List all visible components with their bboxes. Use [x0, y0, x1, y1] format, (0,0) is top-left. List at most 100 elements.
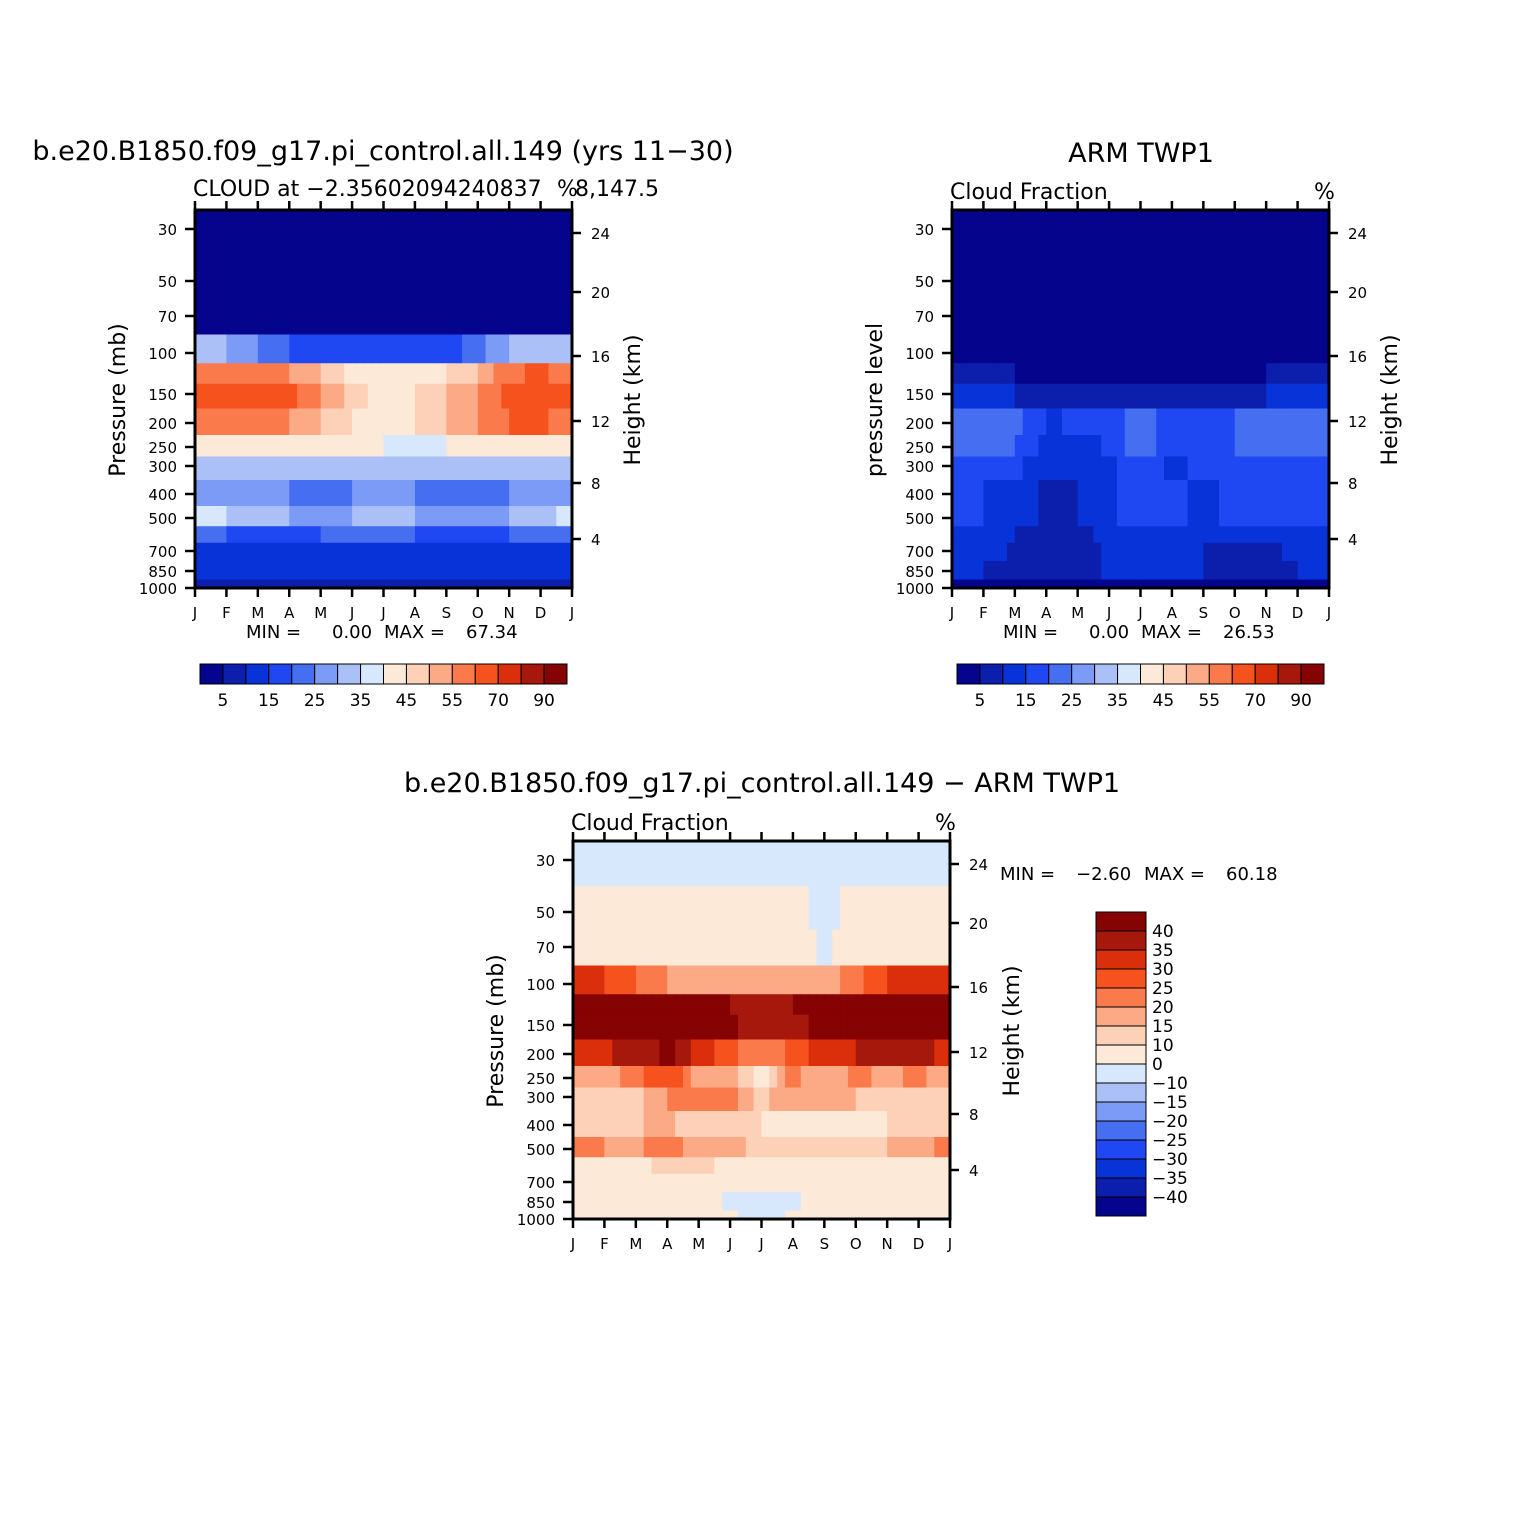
contour-cell: [383, 334, 392, 364]
contour-cell: [304, 210, 314, 256]
contour-cell: [580, 1137, 590, 1158]
contour-cell: [690, 1173, 700, 1193]
contour-cell: [604, 1210, 613, 1220]
y-tick-label-right: 16: [1348, 348, 1367, 366]
contour-cell: [1054, 334, 1063, 364]
contour-cell: [501, 561, 510, 581]
contour-cell: [698, 965, 708, 995]
contour-cell: [430, 579, 440, 589]
contour-cell: [257, 542, 267, 562]
contour-cell: [289, 506, 298, 527]
contour-cell: [485, 383, 495, 410]
contour-cell: [651, 1157, 660, 1175]
contour-cell: [273, 435, 282, 458]
contour-cell: [414, 363, 424, 385]
contour-cell: [627, 1137, 637, 1158]
contour-cell: [249, 298, 259, 336]
contour-cell: [304, 383, 314, 410]
contour-cell: [1281, 480, 1291, 507]
contour-cell: [643, 1173, 653, 1193]
contour-cell: [469, 255, 479, 300]
contour-cell: [1211, 506, 1220, 527]
contour-cell: [682, 886, 692, 931]
contour-cell: [1038, 210, 1047, 256]
contour-cell: [753, 1014, 763, 1041]
contour-cell: [257, 435, 267, 458]
contour-cell: [643, 965, 653, 995]
contour-cell: [1014, 506, 1024, 527]
contour-cell: [777, 1066, 786, 1089]
contour-cell: [1046, 579, 1055, 589]
contour-cell: [690, 1192, 700, 1212]
contour-cell: [1061, 383, 1071, 410]
x-tick-label: N: [504, 604, 515, 622]
contour-cell: [1156, 526, 1165, 544]
contour-cell: [1211, 561, 1220, 581]
contour-cell: [1242, 506, 1252, 527]
contour-cell: [281, 334, 290, 364]
contour-cell: [1156, 298, 1165, 336]
y-tick-label-right: 12: [591, 413, 610, 431]
contour-cell: [375, 408, 385, 436]
contour-cell: [1030, 456, 1039, 481]
colorbar-box: [1162, 663, 1187, 685]
contour-cell: [1250, 298, 1259, 336]
contour-cell: [1124, 506, 1134, 527]
contour-cell: [737, 1157, 747, 1175]
contour-cell: [722, 886, 731, 931]
contour-cell: [1022, 456, 1032, 481]
contour-cell: [887, 1039, 896, 1067]
contour-cell: [1203, 526, 1212, 544]
contour-cell: [1038, 435, 1047, 458]
contour-cell: [832, 1014, 841, 1041]
contour-cell: [234, 255, 243, 300]
contour-cell: [1085, 542, 1094, 562]
contour-cell: [210, 334, 220, 364]
x-tick-label: M: [1071, 604, 1084, 622]
contour-cell: [1054, 210, 1063, 256]
contour-cell: [210, 579, 220, 589]
contour-cell: [808, 929, 818, 967]
contour-cell: [730, 886, 739, 931]
contour-cell: [1258, 435, 1267, 458]
contour-cell: [320, 542, 330, 562]
y-axis-label-right: Height (km): [621, 334, 646, 465]
colorbar-box: [1095, 1120, 1147, 1141]
contour-cell: [675, 886, 684, 931]
contour-cell: [730, 1014, 739, 1041]
contour-cell: [202, 506, 212, 527]
contour-cell: [959, 561, 969, 581]
y-tick-label-right: 20: [1348, 284, 1367, 302]
contour-cell: [1046, 506, 1055, 527]
contour-cell: [1242, 561, 1252, 581]
contour-cell: [1069, 506, 1079, 527]
contour-cell: [588, 841, 598, 887]
contour-cell: [1140, 435, 1149, 458]
contour-cell: [588, 1087, 598, 1112]
contour-cell: [359, 561, 369, 581]
contour-cell: [1085, 408, 1094, 436]
contour-cell: [422, 334, 432, 364]
contour-cell: [863, 1111, 873, 1138]
contour-cell: [509, 526, 518, 544]
contour-cell: [840, 1066, 849, 1089]
contour-cell: [1069, 456, 1079, 481]
contour-cell: [1266, 363, 1275, 385]
contour-cell: [1171, 506, 1181, 527]
contour-cell: [777, 886, 786, 931]
y-tick-label: 100: [148, 345, 177, 363]
colorbar-label: −25: [1152, 1131, 1188, 1151]
contour-cell: [651, 1066, 660, 1089]
contour-cell: [967, 480, 977, 507]
contour-cell: [745, 929, 755, 967]
contour-cell: [564, 334, 573, 364]
contour-cell: [1124, 480, 1134, 507]
colorbar-label: 25: [1152, 979, 1174, 999]
contour-cell: [1203, 456, 1212, 481]
contour-cell: [312, 334, 322, 364]
contour-cell: [1101, 456, 1110, 481]
y-tick-label: 500: [148, 510, 177, 528]
contour-cell: [1124, 542, 1134, 562]
contour-cell: [1187, 383, 1197, 410]
contour-cell: [249, 542, 259, 562]
